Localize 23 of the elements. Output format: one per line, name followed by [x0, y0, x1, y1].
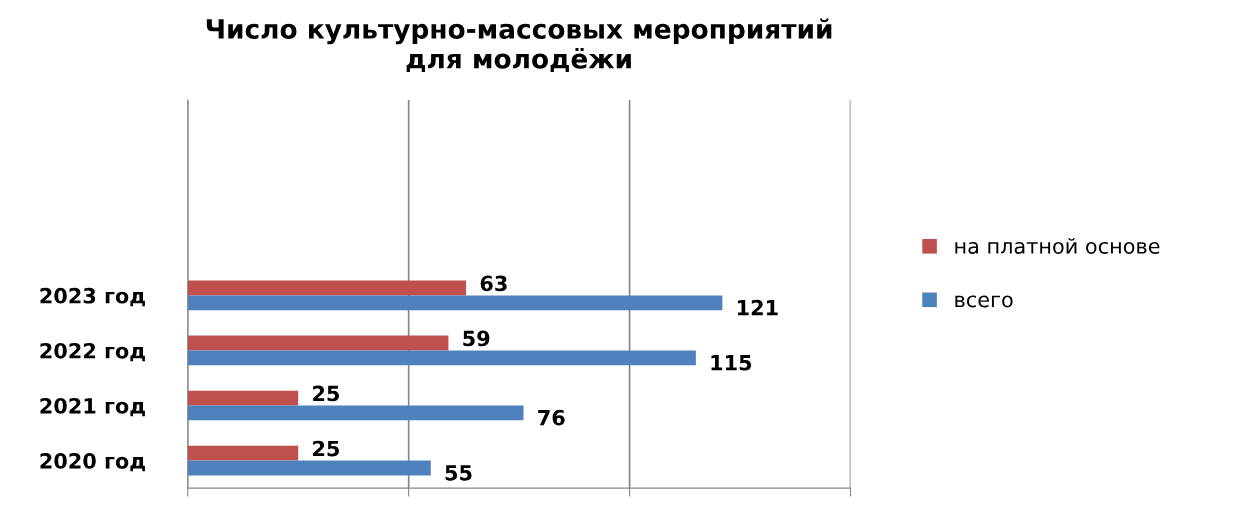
data-label: 59: [463, 330, 490, 347]
y-tick-label: 2021 год: [40, 397, 145, 417]
data-label: 25: [313, 385, 339, 402]
legend-label: всего: [955, 295, 1013, 308]
data-label: 121: [737, 299, 778, 316]
bar: [187, 460, 431, 476]
bar: [187, 350, 696, 366]
bar: [187, 390, 299, 406]
bar: [187, 445, 299, 461]
data-label: 115: [711, 355, 752, 371]
data-label: 25: [313, 440, 339, 457]
bar: [187, 335, 449, 351]
data-label: 76: [538, 409, 565, 426]
bar: [187, 405, 524, 421]
data-label: 55: [445, 465, 472, 481]
chart-title: Число культурно-массовых мероприятий для молодёжи: [206, 18, 832, 72]
bar: [187, 280, 467, 296]
bar: [187, 295, 723, 311]
y-tick-label: 2020 год: [40, 453, 145, 472]
y-tick-label: 2023 год: [40, 287, 145, 307]
y-tick-label: 2022 год: [40, 342, 145, 362]
data-label: 63: [480, 275, 507, 292]
legend-label: на платной основе: [955, 237, 1160, 254]
